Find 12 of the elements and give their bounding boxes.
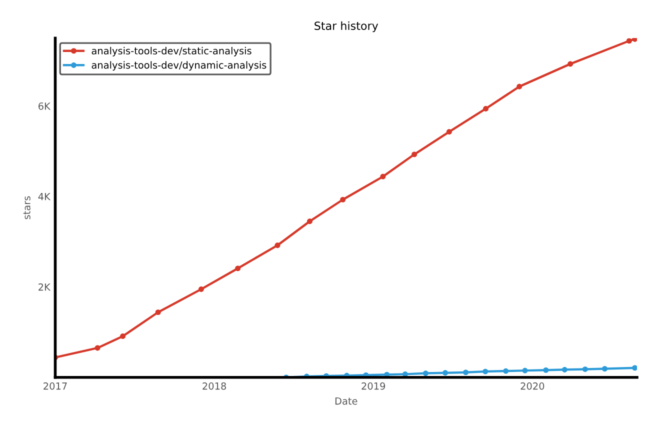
y-tick-label: 4K xyxy=(38,193,51,200)
x-tick-label: 2017 xyxy=(44,382,67,390)
x-tick-label: 2019 xyxy=(362,382,386,390)
legend-label: analysis-tools-dev/static-analysis xyxy=(92,46,252,56)
chart-title: Star history xyxy=(314,21,378,32)
y-tick-label: 6K xyxy=(38,102,51,110)
x-tick-label: 2020 xyxy=(520,382,544,390)
x-axis-title: Date xyxy=(335,397,358,405)
y-tick-label: 2K xyxy=(38,283,51,291)
x-tick-label: 2018 xyxy=(202,382,226,390)
y-axis-title: stars xyxy=(23,196,30,220)
legend-label: analysis-tools-dev/dynamic-analysis xyxy=(92,61,266,71)
